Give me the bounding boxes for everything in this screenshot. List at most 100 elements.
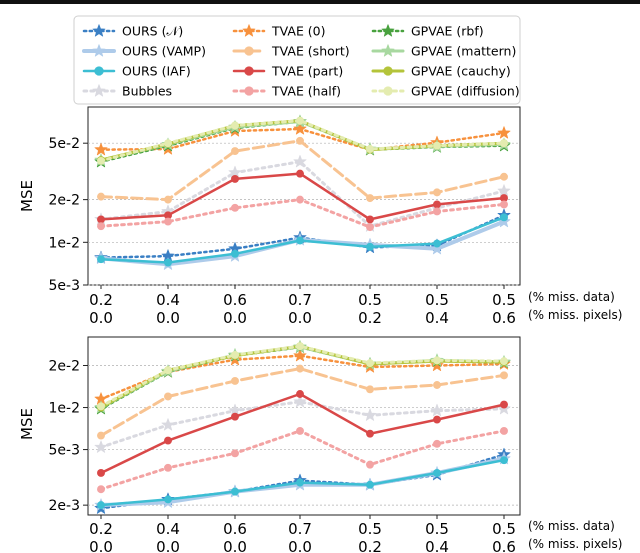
data-point	[366, 215, 374, 224]
legend-marker	[244, 46, 254, 56]
x-tick-label-row2: 0.0	[223, 309, 247, 327]
legend-entry-gpvae-mattern: GPVAE (mattern)	[371, 44, 516, 59]
data-point	[97, 215, 105, 224]
x-tick-label-row2: 0.4	[425, 538, 449, 553]
data-point	[433, 439, 441, 448]
data-point	[293, 348, 307, 362]
x-tick-label-row1: 0.7	[288, 520, 312, 538]
legend-marker	[383, 66, 393, 76]
data-point	[500, 200, 508, 209]
x-tick-label-row2: 0.0	[156, 538, 180, 553]
data-point	[366, 242, 374, 251]
legend-entry-ours-iaf: OURS (IAF)	[82, 64, 191, 79]
series-tvae-part-bottom	[97, 390, 508, 477]
legend-marker	[381, 24, 395, 37]
series-ours-iaf-bottom	[97, 456, 508, 510]
x-tick-label-row2: 0.6	[492, 538, 516, 553]
data-point	[231, 487, 239, 496]
y-tick-label: 5e-2	[49, 136, 80, 152]
legend-label: TVAE (half)	[271, 84, 341, 99]
data-point	[296, 364, 304, 373]
data-point	[97, 431, 105, 440]
data-point	[231, 412, 239, 421]
data-point	[366, 359, 374, 368]
data-point	[164, 392, 172, 401]
x-tick-label-row2: 0.6	[492, 309, 516, 327]
x-tick-label-row2: 0.2	[358, 309, 382, 327]
series-tvae-short-top	[97, 136, 508, 204]
data-point	[164, 195, 172, 204]
y-axis-label-bottom: MSE	[18, 408, 36, 440]
legend-marker	[92, 84, 106, 97]
legend-entry-tvae-0: TVAE (0)	[232, 24, 326, 39]
data-point	[296, 236, 304, 245]
data-point	[231, 449, 239, 458]
data-point	[296, 478, 304, 487]
series-tvae-short-bottom	[97, 364, 508, 440]
legend-label: GPVAE (mattern)	[411, 44, 516, 59]
data-point	[500, 371, 508, 380]
plot-frame-bottom	[87, 336, 521, 516]
x-tick-label-row2: 0.4	[425, 309, 449, 327]
x-tick-label-row2: 0.0	[156, 309, 180, 327]
data-point	[430, 242, 444, 255]
x-tick-label-row1: 0.5	[492, 291, 516, 309]
chart-missing-data: 5e-31e-22e-25e-2 MSE 0.2 0.4 0.6 0.7 0.5 0.5 0…	[18, 106, 622, 327]
data-point	[97, 255, 105, 264]
data-point	[366, 223, 374, 232]
data-point	[433, 141, 441, 150]
x-tick-label-row2: 0.0	[288, 538, 312, 553]
y-tick-label: 1e-2	[49, 401, 80, 417]
data-point	[363, 408, 377, 421]
series-bubbles-top	[94, 154, 511, 232]
x-tick-label-row1: 0.4	[156, 291, 180, 309]
x-tick-label-row2: 0.0	[89, 538, 113, 553]
data-point	[296, 195, 304, 204]
row1-caption-bottom: (% miss. data)	[528, 519, 615, 533]
data-point	[231, 121, 239, 130]
legend-marker	[244, 66, 254, 76]
data-point	[296, 342, 304, 351]
legend-label: TVAE (short)	[271, 44, 350, 59]
legend-label: TVAE (0)	[271, 24, 326, 39]
data-point	[161, 418, 175, 431]
series-ours-iaf-top	[97, 213, 508, 267]
data-point	[433, 356, 441, 365]
x-tick-label-row1: 0.6	[223, 291, 247, 309]
data-point	[296, 136, 304, 145]
series-gpvae-diffusion-bottom	[97, 342, 508, 411]
x-tick-label-row1: 0.6	[223, 520, 247, 538]
legend-entry-tvae-half: TVAE (half)	[232, 84, 341, 99]
x-tick-label-row1: 0.2	[89, 291, 113, 309]
data-point	[366, 480, 374, 489]
legend-label: GPVAE (diffusion)	[411, 84, 520, 99]
x-tick-labels-row1-bottom: 0.2 0.4 0.6 0.7 0.5 0.5 0.5	[89, 520, 516, 538]
legend-label: Bubbles	[122, 84, 172, 99]
legend-label: GPVAE (rbf)	[411, 24, 484, 39]
data-point	[164, 366, 172, 375]
legend: OURS (𝒩) OURS (VAMP) OURS (IAF) Bubbles TVAE…	[82, 24, 520, 99]
legend-label: OURS (VAMP)	[122, 44, 206, 59]
row1-caption-top: (% miss. data)	[528, 290, 615, 304]
legend-entry-gpvae-rbf: GPVAE (rbf)	[371, 24, 484, 39]
legend-entry-tvae-part: TVAE (part)	[232, 64, 343, 79]
series-tvae-part-top	[97, 169, 508, 224]
data-point	[500, 139, 508, 148]
data-point	[231, 147, 239, 156]
data-point	[231, 203, 239, 212]
y-axis-label-top: MSE	[18, 180, 36, 212]
y-tick-label: 2e-2	[49, 359, 80, 375]
data-point	[433, 188, 441, 197]
data-point	[430, 403, 444, 417]
legend-entry-gpvae-cauchy: GPVAE (cauchy)	[371, 64, 511, 79]
data-point	[231, 249, 239, 258]
data-point	[97, 501, 105, 510]
series-line	[99, 400, 506, 449]
y-tick-label: 1e-2	[49, 235, 80, 251]
data-point	[293, 394, 307, 408]
data-point	[97, 469, 105, 477]
data-point	[293, 122, 307, 135]
legend-box	[73, 15, 521, 105]
series-tvae-half-top	[97, 195, 508, 232]
